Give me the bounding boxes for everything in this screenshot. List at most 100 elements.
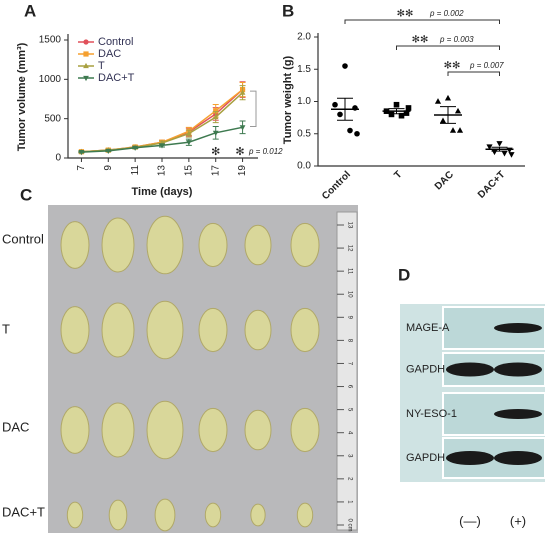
annotation: ✻: [211, 146, 220, 158]
marker: [444, 94, 452, 101]
marker: [501, 150, 508, 157]
marker: [212, 130, 219, 136]
p-value: p = 0.007: [469, 61, 504, 70]
lane-label: (—): [459, 513, 481, 528]
marker: [347, 127, 353, 134]
x-tick-label: 11: [130, 165, 141, 176]
marker: [83, 62, 89, 69]
error-bar: [388, 108, 405, 115]
y-tick-label: 500: [44, 113, 61, 124]
marker: [83, 39, 89, 45]
y-tick-label: 1.5: [297, 64, 311, 75]
tumor: [198, 222, 228, 268]
tumor: [66, 501, 84, 529]
y-tick-label: 0: [55, 153, 61, 164]
lane-label: (+): [510, 513, 526, 528]
error-bar: [337, 97, 353, 121]
marker: [185, 140, 192, 146]
ruler-label: 2: [346, 477, 352, 481]
tumor: [146, 215, 184, 275]
legend-label: DAC+T: [98, 72, 135, 84]
marker: [239, 125, 246, 131]
x-axis-label: Time (days): [132, 186, 193, 198]
marker: [405, 105, 412, 111]
marker: [434, 98, 442, 104]
marker: [393, 101, 400, 108]
marker: [456, 127, 464, 133]
x-tick-label: 19: [237, 165, 248, 177]
ruler-label: 1: [346, 500, 352, 504]
marker: [337, 111, 343, 118]
bracket: [396, 45, 500, 50]
row-label: Control: [2, 231, 44, 246]
marker: [439, 117, 447, 124]
tumor: [244, 224, 272, 266]
band: [494, 451, 542, 465]
row-label: DAC: [2, 419, 29, 434]
marker: [486, 144, 493, 151]
tumor: [290, 222, 320, 268]
panel-label: C: [20, 185, 32, 204]
tumor: [198, 307, 228, 353]
y-tick-label: 2.0: [297, 32, 311, 43]
ruler-label: 11: [346, 268, 352, 275]
tumor: [101, 402, 135, 458]
panel-label: A: [24, 1, 36, 20]
bracket: [447, 71, 500, 76]
marker: [105, 148, 112, 155]
y-tick-label: 0.0: [297, 161, 311, 172]
ruler-label: 4: [346, 431, 352, 435]
tumor: [101, 217, 135, 273]
legend-label: T: [98, 60, 105, 72]
marker: [508, 152, 515, 158]
p-value: p = 0.002: [429, 9, 464, 18]
marker: [185, 130, 192, 136]
tumor: [244, 409, 272, 451]
marker: [78, 150, 85, 156]
panel-label: B: [282, 1, 294, 20]
marker: [132, 145, 139, 151]
band: [446, 451, 494, 465]
legend-label: DAC: [98, 48, 121, 60]
band: [494, 323, 542, 333]
blot-label: NY-ESO-1: [406, 408, 457, 420]
tumor: [290, 307, 320, 353]
blot-label: GAPDH: [406, 452, 445, 464]
y-tick-label: 1000: [39, 74, 62, 85]
tumor: [198, 407, 228, 453]
tumor: [290, 407, 320, 453]
tumor: [60, 221, 90, 269]
bracket: [250, 90, 257, 128]
tumor: [204, 502, 222, 528]
stars: ✻✻: [412, 35, 429, 46]
tumor: [146, 400, 184, 460]
ruler-label: 10: [346, 291, 352, 298]
error-bar: [491, 146, 508, 152]
tumor: [244, 309, 272, 351]
stars: ✻✻: [444, 61, 461, 72]
marker: [239, 89, 246, 95]
y-tick-label: 0.5: [297, 128, 311, 139]
tumor: [60, 406, 90, 454]
marker: [449, 127, 457, 133]
band: [494, 409, 542, 419]
x-tick-label: T: [392, 169, 404, 181]
blot-label: GAPDH: [406, 363, 445, 375]
tumor: [154, 498, 176, 532]
y-tick-label: 1500: [39, 35, 62, 46]
row-label: DAC+T: [2, 504, 45, 519]
ruler-label: 13: [346, 222, 352, 229]
band: [494, 362, 542, 377]
p-value: p = 0.003: [439, 35, 474, 44]
tumor: [108, 499, 128, 531]
ruler-label: 12: [346, 245, 352, 252]
x-tick-label: 13: [157, 165, 168, 177]
marker: [342, 63, 348, 69]
x-tick-label: 15: [183, 165, 194, 177]
marker: [398, 112, 405, 119]
marker: [332, 101, 338, 108]
annotation: ✻: [235, 146, 244, 158]
x-tick-label: Control: [320, 169, 353, 202]
y-axis-label: Tumor volume (mm³): [16, 42, 28, 151]
